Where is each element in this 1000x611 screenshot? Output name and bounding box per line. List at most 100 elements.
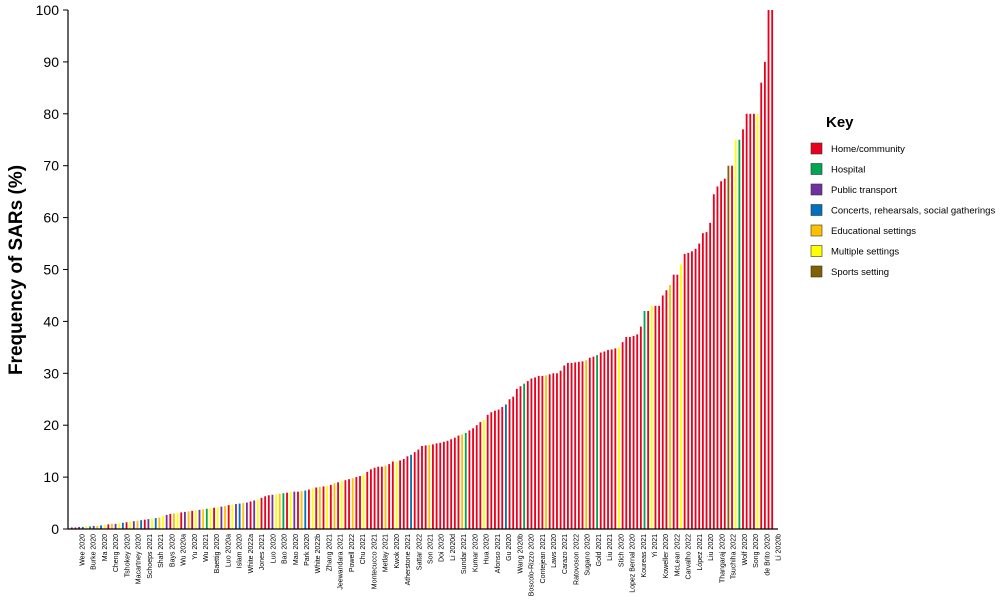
x-tick-label: Mao 2020: [293, 534, 300, 565]
bar-home: [771, 10, 774, 529]
bar-home: [359, 476, 361, 529]
bar-home: [742, 129, 744, 529]
bar-hospital: [523, 383, 526, 529]
legend-item-label: Sports setting: [831, 267, 889, 278]
x-tick-label: Sundar 2021: [461, 534, 468, 574]
bar-educational: [669, 285, 671, 529]
bar-home: [581, 361, 584, 529]
bar-public_transport: [246, 502, 248, 529]
bar-educational: [158, 517, 161, 529]
bar-home: [508, 399, 511, 529]
bar-concerts: [410, 454, 412, 529]
bar-educational: [173, 513, 175, 529]
x-tick-label: Liu 2021: [607, 534, 614, 561]
bar-public_transport: [165, 514, 168, 529]
bar-multiple: [650, 305, 653, 529]
bar-multiple: [194, 510, 197, 529]
bar-educational: [202, 509, 205, 529]
bar-home: [260, 497, 263, 529]
y-axis-label-group: Frequency of SARs (%): [6, 165, 27, 375]
x-tick-label: Doi 2020: [439, 534, 446, 562]
bar-public_transport: [70, 527, 73, 529]
x-tick-label: Baettig 2020: [214, 534, 221, 573]
bar-home: [322, 486, 325, 529]
x-tick-label: Powell 2022: [349, 534, 356, 572]
bar-home: [249, 501, 252, 529]
bar-hospital: [89, 526, 91, 529]
bar-multiple: [129, 521, 132, 529]
bar-home: [534, 377, 536, 529]
bar-home: [337, 482, 340, 529]
bar-home: [723, 178, 726, 530]
x-tick-label: Son 2021: [428, 534, 435, 564]
bar-hospital: [282, 493, 285, 529]
x-tick-label: Luo 2020: [270, 534, 277, 563]
x-tick-label: Schoeps 2021: [147, 534, 154, 579]
bar-home: [745, 113, 748, 530]
bar-home: [541, 375, 544, 529]
bar-home: [457, 435, 460, 529]
bar-home: [472, 428, 474, 529]
bar-home: [654, 305, 657, 529]
bar-home: [450, 439, 453, 529]
bar-home: [712, 194, 715, 529]
bar-home: [563, 365, 566, 529]
bar-home: [691, 251, 693, 529]
legend: Key Home/community Hospital Public transpo…: [810, 114, 995, 278]
bar-home: [453, 437, 456, 529]
x-tick-label: Tsuchiha 2022: [731, 534, 738, 579]
bar-home: [439, 442, 442, 529]
bar-educational: [545, 375, 547, 529]
bar-home: [588, 357, 591, 529]
bar-home: [607, 349, 609, 529]
bar-educational: [187, 511, 190, 529]
y-tick-label: 20: [43, 417, 59, 433]
bar-home: [705, 232, 708, 529]
legend-item-label: Hospital: [831, 165, 865, 176]
x-tick-label: Wu 2020a: [181, 534, 188, 566]
bar-home: [548, 374, 551, 529]
bar-home: [512, 396, 515, 529]
legend-swatch: [810, 142, 823, 155]
x-tick-label: Bao 2020: [282, 534, 289, 564]
bar-home: [636, 334, 639, 530]
bar-concerts: [238, 503, 241, 529]
x-tick-label: Contejean 2021: [540, 534, 547, 584]
bar-home: [388, 464, 391, 530]
x-tick-label: Hua 2020: [484, 534, 491, 564]
bar-home: [107, 524, 110, 529]
x-tick-label: Montecucco 2021: [371, 534, 378, 589]
bar-home: [497, 409, 500, 529]
bar-public_transport: [183, 511, 186, 529]
bar-home: [647, 311, 650, 529]
bar-home: [621, 342, 624, 529]
bar-educational: [585, 360, 588, 529]
x-tick-label: Zhang 2021: [326, 534, 333, 571]
bar-home: [446, 440, 449, 529]
x-tick-label: Song 2020: [753, 534, 760, 568]
bar-educational: [300, 491, 303, 529]
x-tick-label: White 2022a: [248, 534, 255, 573]
bar-multiple: [680, 264, 682, 529]
bar-home: [406, 456, 409, 529]
x-tick-label: Chu 2021: [360, 534, 367, 564]
bar-multiple: [231, 504, 234, 529]
bar-home: [435, 443, 438, 529]
bar-home: [169, 513, 172, 529]
bar-home: [614, 348, 617, 529]
bar-home: [720, 181, 723, 529]
bar-home: [355, 477, 358, 529]
bar-series: [70, 10, 774, 530]
legend-item-label: Concerts, rehearsals, social gatherings: [831, 206, 995, 217]
x-tick-label: Carvalho 2022: [686, 534, 693, 580]
bar-home: [610, 349, 613, 529]
legend-item-label: Home/community: [831, 144, 905, 155]
x-tick-label: Yi 2021: [652, 534, 659, 558]
bar-home: [348, 479, 350, 529]
legend-swatch: [810, 265, 823, 278]
x-tick-label: Sattar 2022: [416, 534, 423, 570]
bar-home: [763, 61, 766, 530]
bar-home: [486, 414, 489, 529]
legend-swatch: [810, 163, 823, 175]
y-tick-label: 90: [43, 54, 59, 70]
